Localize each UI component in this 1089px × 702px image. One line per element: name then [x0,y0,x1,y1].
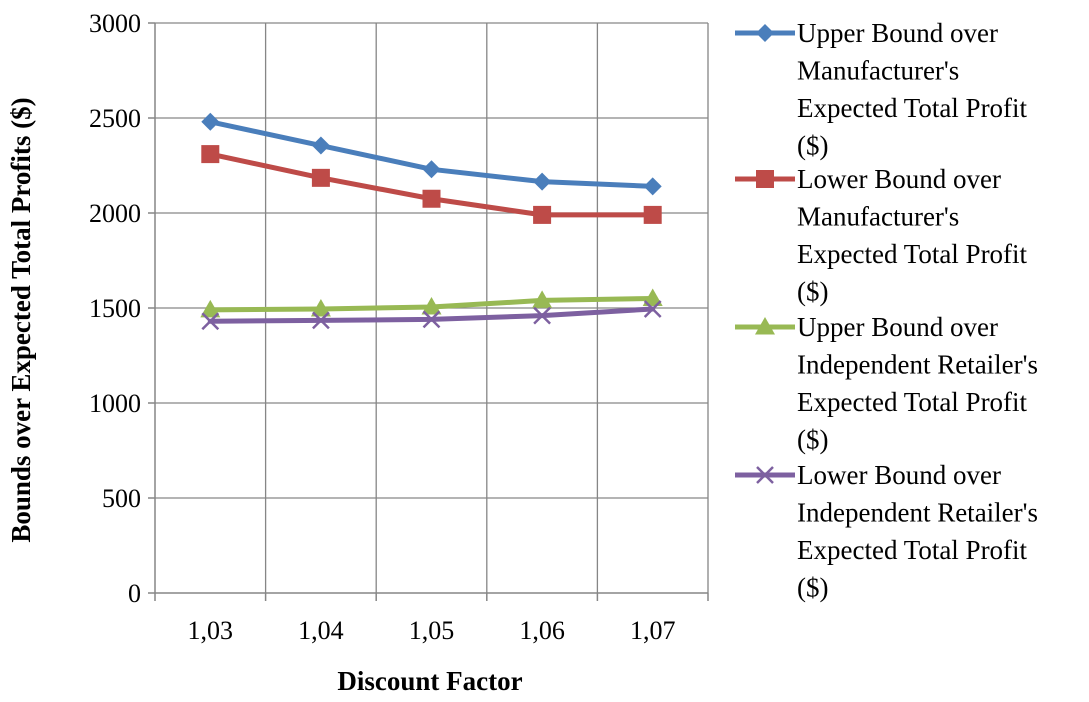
legend-marker [756,170,774,188]
data-point [201,113,219,131]
data-point [423,190,441,208]
legend-label: ($) [797,425,828,455]
y-axis-title: Bounds over Expected Total Profits ($) [6,97,36,542]
legend-label: Lower Bound over [797,164,1001,194]
legend-label: ($) [797,131,828,161]
series-1 [201,113,661,196]
legend-entry-3: Upper Bound over Independent Retailer's Ex… [735,312,1038,455]
legend-label: Manufacturer's [797,56,959,86]
data-point [423,160,441,178]
x-axis-title: Discount Factor [337,666,522,696]
data-point [533,206,551,224]
data-point [644,177,662,195]
legend-label: ($) [797,573,828,603]
legend-label: Lower Bound over [797,460,1001,490]
y-tick-label: 0 [128,579,141,608]
tick-labels: 0 500 1000 1500 2000 2500 3000 1,03 1,04 1,05 1,06… [89,9,675,645]
data-point [533,173,551,191]
x-tick-label: 1,07 [630,616,676,645]
legend-label: Independent Retailer's [797,350,1038,380]
y-tick-label: 3000 [89,9,141,38]
y-tick-label: 500 [102,484,141,513]
x-tick-label: 1,05 [409,616,455,645]
data-point [644,206,662,224]
legend-marker [756,24,774,42]
legend-entry-2: Lower Bound over Manufacturer's Expected T… [735,164,1028,307]
data-point [312,137,330,155]
data-point [312,169,330,187]
legend: Upper Bound over Manufacturer's Expected T… [735,18,1038,603]
legend-label: Expected Total Profit [797,93,1028,123]
y-tick-label: 2000 [89,199,141,228]
legend-entry-4: Lower Bound over Independent Retailer's Ex… [735,460,1038,603]
x-tick-label: 1,06 [519,616,565,645]
y-tick-label: 2500 [89,104,141,133]
legend-label: Expected Total Profit [797,239,1028,269]
x-tick-label: 1,04 [298,616,344,645]
x-tick-label: 1,03 [188,616,234,645]
legend-label: Upper Bound over [797,312,998,342]
y-tick-label: 1500 [89,294,141,323]
legend-label: Upper Bound over [797,18,998,48]
y-tick-label: 1000 [89,389,141,418]
legend-entry-1: Upper Bound over Manufacturer's Expected T… [735,18,1028,161]
legend-label: ($) [797,277,828,307]
legend-label: Independent Retailer's [797,498,1038,528]
legend-label: Expected Total Profit [797,387,1028,417]
legend-label: Expected Total Profit [797,535,1028,565]
data-point [201,145,219,163]
legend-label: Manufacturer's [797,202,959,232]
series-lines [200,113,662,329]
